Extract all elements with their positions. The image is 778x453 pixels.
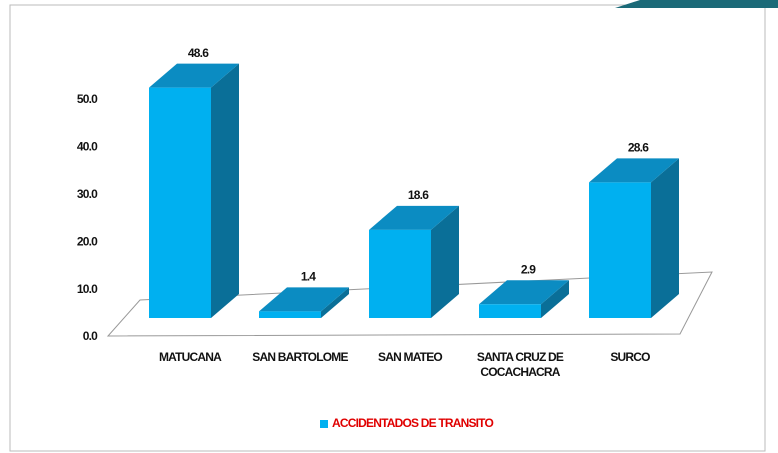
bar-top	[149, 63, 239, 88]
y-tick-label: 30.0	[77, 187, 98, 201]
bar-front	[259, 311, 321, 318]
corner-decoration	[615, 0, 778, 8]
bar	[149, 63, 239, 318]
bar-side	[321, 287, 349, 318]
bar-side	[651, 158, 679, 318]
y-tick-label: 20.0	[77, 234, 98, 248]
bar-side	[541, 280, 569, 318]
bar-front	[589, 182, 651, 318]
bar-top	[259, 287, 349, 312]
y-tick-label: 0.0	[83, 329, 98, 343]
bar-side	[431, 205, 459, 318]
value-label: 1.4	[301, 270, 316, 284]
x-tick-label: SAN MATEO	[378, 350, 443, 364]
bar-front	[479, 304, 541, 318]
bar-front	[149, 87, 211, 318]
value-label: 48.6	[188, 46, 209, 60]
bar	[589, 158, 679, 318]
value-label: 28.6	[628, 141, 649, 155]
bar-top	[479, 280, 569, 305]
bar	[259, 287, 349, 318]
value-label: 2.9	[521, 262, 536, 276]
bar-side	[211, 63, 239, 318]
bar	[479, 280, 569, 318]
bar	[369, 205, 459, 318]
x-tick-label: SAN BARTOLOME	[252, 350, 348, 364]
legend-swatch	[320, 420, 328, 428]
bar-top	[589, 158, 679, 183]
legend-label: ACCIDENTADOS DE TRANSITO	[332, 416, 493, 430]
x-tick-label: MATUCANA	[158, 350, 222, 364]
bar-top	[369, 205, 459, 230]
value-label: 18.6	[408, 188, 429, 202]
x-tick-label: SURCO	[610, 350, 650, 364]
bar-front	[369, 229, 431, 318]
y-tick-label: 10.0	[77, 282, 98, 296]
y-tick-label: 50.0	[77, 92, 98, 106]
y-tick-label: 40.0	[77, 140, 98, 154]
x-tick-label: SANTA CRUZ DE COCACHACRA	[476, 350, 564, 379]
